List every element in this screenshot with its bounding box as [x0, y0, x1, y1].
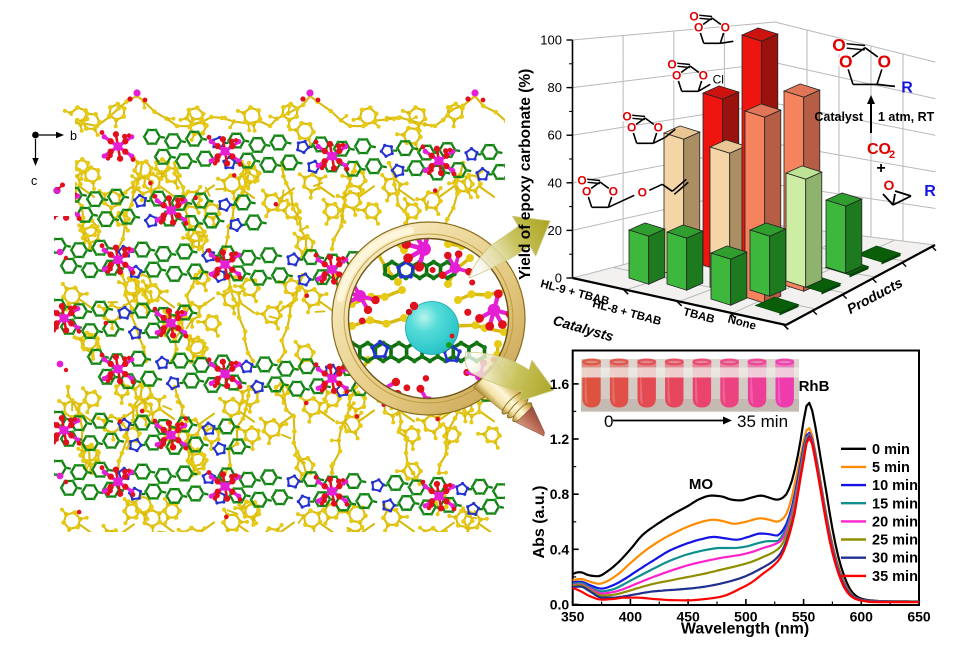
svg-text:5 min: 5 min — [872, 460, 910, 476]
svg-text:500: 500 — [734, 609, 758, 625]
svg-text:MO: MO — [689, 476, 713, 493]
svg-text:O: O — [878, 52, 892, 72]
svg-text:20: 20 — [548, 223, 562, 238]
svg-text:100: 100 — [540, 33, 562, 48]
svg-text:60: 60 — [548, 128, 562, 143]
svg-text:350: 350 — [561, 609, 585, 625]
svg-text:c: c — [31, 174, 37, 188]
svg-text:Wavelength (nm): Wavelength (nm) — [681, 621, 809, 638]
svg-text:600: 600 — [850, 609, 874, 625]
svg-text:Catalyst: Catalyst — [814, 110, 863, 124]
svg-text:O: O — [638, 185, 647, 199]
svg-text:O: O — [622, 109, 631, 123]
svg-text:0.4: 0.4 — [550, 541, 570, 557]
svg-text:550: 550 — [792, 609, 816, 625]
svg-text:O: O — [884, 177, 895, 193]
svg-text:O: O — [627, 121, 636, 135]
svg-text:O: O — [577, 173, 586, 187]
svg-text:1.6: 1.6 — [550, 376, 570, 392]
svg-text:0: 0 — [555, 271, 562, 286]
svg-text:O: O — [582, 185, 591, 199]
svg-text:+: + — [876, 160, 885, 177]
svg-text:b: b — [70, 129, 77, 143]
svg-text:O: O — [667, 57, 676, 71]
svg-text:400: 400 — [619, 609, 643, 625]
svg-text:O: O — [654, 121, 663, 135]
svg-text:35 min: 35 min — [872, 569, 918, 585]
svg-text:O: O — [609, 185, 618, 199]
svg-text:O: O — [672, 69, 681, 83]
svg-text:Cl: Cl — [713, 72, 724, 86]
svg-text:25 min: 25 min — [872, 533, 918, 549]
svg-text:0.0: 0.0 — [550, 597, 570, 613]
svg-text:1 atm, RT: 1 atm, RT — [878, 110, 935, 124]
svg-text:CO: CO — [867, 141, 891, 158]
svg-text:20 min: 20 min — [872, 514, 918, 530]
svg-text:2: 2 — [889, 149, 895, 161]
svg-text:450: 450 — [676, 609, 700, 625]
svg-text:0 min: 0 min — [872, 442, 910, 458]
svg-text:80: 80 — [548, 80, 562, 95]
svg-text:1.2: 1.2 — [550, 431, 570, 447]
svg-text:30 min: 30 min — [872, 551, 918, 567]
svg-text:O: O — [721, 21, 730, 35]
svg-text:0: 0 — [604, 412, 613, 431]
svg-text:O: O — [832, 35, 846, 55]
svg-text:Yield of epoxy carbonate (%): Yield of epoxy carbonate (%) — [517, 69, 534, 280]
svg-text:O: O — [699, 69, 708, 83]
svg-text:15 min: 15 min — [872, 496, 918, 512]
svg-text:35 min: 35 min — [737, 412, 788, 431]
svg-text:Abs (a.u.): Abs (a.u.) — [531, 486, 548, 559]
svg-text:O: O — [694, 21, 703, 35]
svg-text:O: O — [839, 52, 853, 72]
svg-text:RhB: RhB — [799, 378, 830, 395]
svg-text:40: 40 — [548, 175, 562, 190]
svg-text:R: R — [901, 79, 913, 96]
svg-text:10 min: 10 min — [872, 478, 918, 494]
svg-text:O: O — [689, 9, 698, 23]
svg-text:650: 650 — [907, 609, 931, 625]
svg-text:R: R — [924, 183, 936, 200]
svg-text:0.8: 0.8 — [550, 486, 570, 502]
